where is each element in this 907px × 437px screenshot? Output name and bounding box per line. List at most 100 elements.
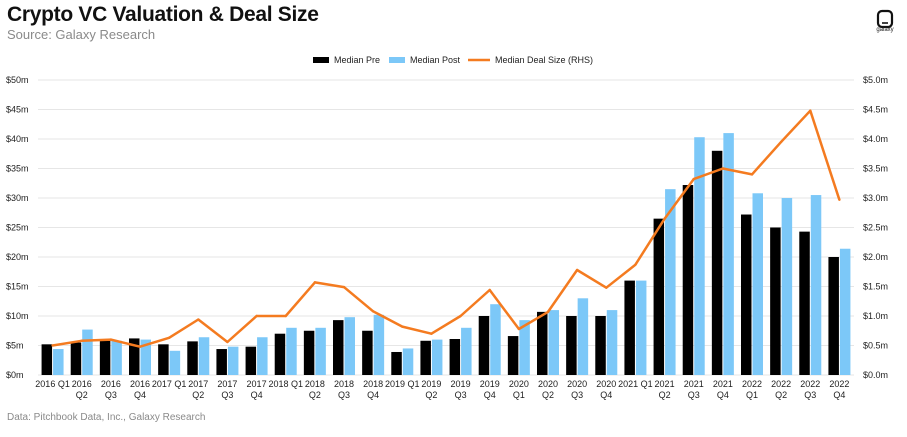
point-median-deal-size	[284, 314, 287, 318]
y-left-tick-label: $10m	[6, 311, 29, 321]
bar-median-post	[169, 350, 181, 375]
bar-median-pre	[741, 214, 752, 375]
y-right-tick-label: $1.5m	[863, 282, 888, 292]
x-tick-label: 2020	[567, 379, 587, 389]
logo-text: galaxy	[876, 27, 894, 33]
y-left-tick-label: $25m	[6, 223, 29, 233]
bar-median-pre	[537, 311, 548, 375]
y-right-tick-label: $3.5m	[863, 164, 888, 174]
x-tick-label: Q4	[134, 390, 146, 400]
bar-median-pre	[216, 349, 227, 375]
y-right-tick-label: $0.0m	[863, 370, 888, 380]
y-right-tick-label: $4.0m	[863, 134, 888, 144]
bar-median-post	[665, 189, 676, 375]
point-median-deal-size	[459, 314, 462, 318]
legend-label-median-deal-size: Median Deal Size (RHS)	[495, 55, 593, 65]
y-right-tick-label: $2.5m	[863, 223, 888, 233]
bar-median-post	[402, 348, 414, 375]
bar-median-post	[519, 320, 530, 375]
chart-subtitle: Source: Galaxy Research	[7, 27, 156, 42]
bar-median-post	[577, 298, 589, 375]
bar-median-pre	[566, 316, 577, 375]
x-tick-label: Q4	[484, 390, 496, 400]
x-tick-label: 2019	[421, 379, 441, 389]
point-median-deal-size	[575, 268, 579, 272]
point-median-deal-size	[342, 285, 346, 289]
bar-median-pre	[624, 280, 635, 375]
x-tick-label: Q2	[542, 390, 554, 400]
x-tick-label: 2022	[800, 379, 820, 389]
x-tick-label: Q3	[804, 390, 816, 400]
x-tick-label: Q4	[367, 390, 379, 400]
bar-median-pre	[711, 150, 723, 375]
bar-median-pre	[595, 316, 606, 375]
bar-median-pre	[158, 344, 169, 375]
y-right-tick-label: $5.0m	[863, 75, 888, 85]
bar-median-post	[490, 304, 501, 375]
bar-median-post	[198, 337, 210, 375]
bar-median-post	[82, 329, 93, 375]
x-tick-label: Q2	[425, 390, 437, 400]
x-tick-label: 2022	[771, 379, 791, 389]
x-tick-label: Q2	[659, 390, 671, 400]
bar-median-post	[635, 280, 647, 375]
x-tick-label: Q3	[571, 390, 583, 400]
legend-label-median-pre: Median Pre	[334, 55, 380, 65]
bar-median-pre	[799, 231, 810, 375]
bar-median-post	[431, 339, 443, 375]
x-tick-label: 2016	[101, 379, 121, 389]
y-left-tick-label: $50m	[6, 75, 29, 85]
bar-median-pre	[274, 333, 286, 375]
bar-median-pre	[187, 341, 198, 375]
point-median-deal-size	[488, 288, 491, 292]
y-right-tick-label: $0.5m	[863, 341, 888, 351]
x-tick-label: Q2	[309, 390, 321, 400]
x-tick-label: Q2	[76, 390, 88, 400]
bar-median-post	[257, 337, 268, 375]
y-right-tick-label: $2.0m	[863, 252, 888, 262]
bar-median-post	[373, 314, 385, 375]
x-tick-label: 2020	[538, 379, 558, 389]
point-median-deal-size	[226, 340, 229, 344]
bar-median-pre	[99, 339, 111, 375]
x-tick-label: 2018	[334, 379, 354, 389]
bar-median-post	[140, 339, 151, 375]
point-median-deal-size	[779, 140, 783, 144]
x-tick-label: Q4	[833, 390, 845, 400]
x-tick-label: 2016 Q1	[35, 379, 70, 389]
x-tick-label: 2021 Q1	[618, 379, 653, 389]
point-median-deal-size	[721, 167, 725, 170]
bar-median-pre	[333, 320, 344, 375]
point-median-deal-size	[430, 332, 433, 335]
point-median-deal-size	[109, 338, 113, 341]
bar-median-post	[781, 198, 793, 375]
x-tick-label: Q3	[338, 390, 350, 400]
point-median-deal-size	[750, 173, 754, 176]
point-median-deal-size	[401, 325, 404, 328]
x-tick-label: Q4	[251, 390, 263, 400]
bar-median-pre	[770, 227, 781, 375]
y-left-tick-label: $35m	[6, 164, 29, 174]
x-tick-label: 2016	[130, 379, 150, 389]
x-tick-label: 2016	[72, 379, 92, 389]
bar-median-pre	[682, 185, 694, 375]
bar-median-pre	[303, 330, 315, 375]
bar-median-pre	[362, 330, 373, 375]
bar-median-post	[111, 340, 122, 375]
bar-median-post	[286, 327, 297, 375]
x-tick-label: 2021	[713, 379, 733, 389]
bar-median-post	[723, 133, 734, 375]
x-tick-label: Q3	[105, 390, 117, 400]
y-left-tick-label: $15m	[6, 282, 29, 292]
point-median-deal-size	[546, 310, 550, 314]
point-median-deal-size	[167, 336, 171, 340]
x-tick-label: Q4	[600, 390, 612, 400]
y-left-tick-label: $30m	[6, 193, 29, 203]
bar-median-post	[461, 327, 472, 375]
data-source-note: Data: Pitchbook Data, Inc., Galaxy Resea…	[7, 412, 206, 423]
bar-median-post	[839, 248, 851, 375]
point-median-deal-size	[197, 318, 200, 321]
bar-median-post	[606, 310, 618, 375]
x-tick-label: 2017 Q1	[152, 379, 187, 389]
